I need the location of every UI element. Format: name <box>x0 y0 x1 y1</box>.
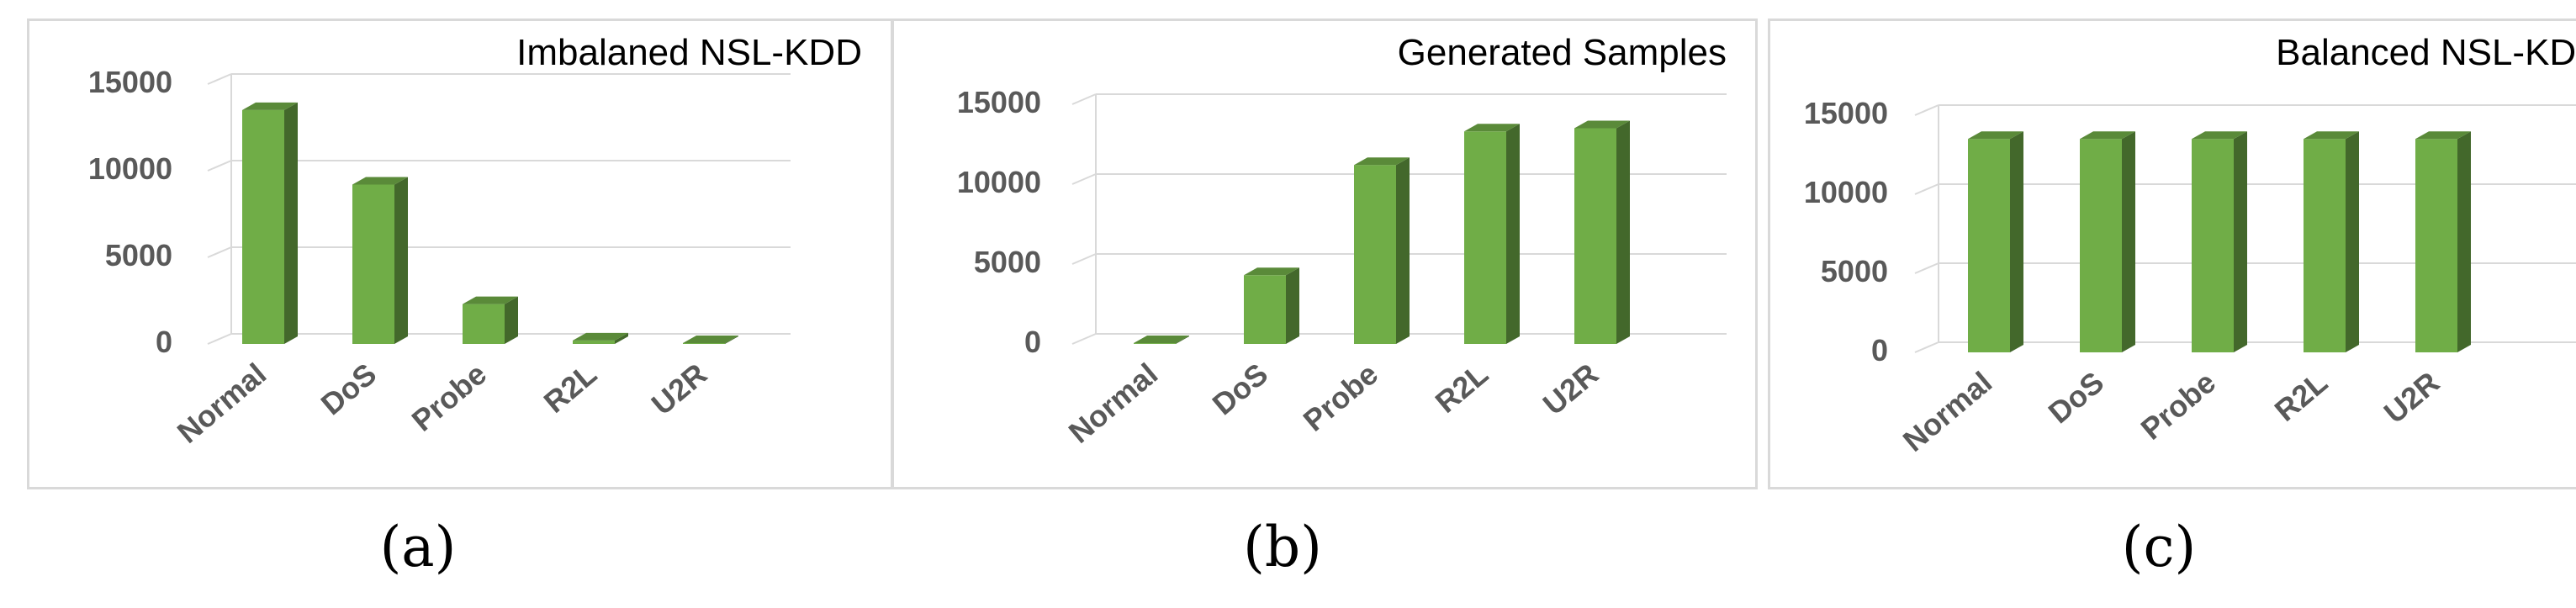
caption-b: (b) <box>1243 515 1322 579</box>
gridline <box>1914 104 2576 116</box>
x-tick-label: DoS <box>315 357 383 422</box>
bar-dos <box>2080 131 2135 352</box>
x-tick-label: R2L <box>1429 357 1494 420</box>
caption-a: (a) <box>379 515 457 579</box>
x-tick-label: R2L <box>2268 365 2334 428</box>
bar-probe <box>2192 131 2247 352</box>
x-tick-label: U2R <box>2378 365 2446 431</box>
gridline <box>1071 93 1727 105</box>
gridline <box>1914 262 2576 274</box>
gridline <box>1914 341 2576 353</box>
y-tick-label: 10000 <box>1804 175 1888 209</box>
bar-chart-c: 0 5000 10000 15000 Balanced NSL-KDD Normal DoS… <box>1804 32 2576 458</box>
bar-chart-b: 0 5000 10000 15000 Generated Samples Normal Do… <box>957 32 1727 450</box>
gridline <box>207 73 791 85</box>
x-tick-label: Normal <box>1062 357 1164 450</box>
x-tick-label: DoS <box>2042 365 2111 431</box>
x-tick-label: Probe <box>2134 365 2223 447</box>
chart-title: Generated Samples <box>1398 32 1727 73</box>
bar-probe <box>463 296 518 344</box>
y-tick-label: 0 <box>156 325 172 359</box>
bar-normal <box>1134 336 1189 344</box>
y-tick-label: 5000 <box>1821 254 1888 288</box>
y-tick-label: 10000 <box>957 165 1041 199</box>
y-tick-label: 0 <box>1024 325 1041 359</box>
y-tick-label: 10000 <box>88 151 172 186</box>
x-tick-label: DoS <box>1206 357 1275 422</box>
y-tick-label: 15000 <box>1804 96 1888 130</box>
bar-r2l <box>1464 124 1520 345</box>
x-tick-label: Probe <box>1297 357 1385 438</box>
x-tick-label: Normal <box>171 357 272 450</box>
x-tick-label: U2R <box>1537 357 1605 422</box>
gridline <box>1914 183 2576 195</box>
bar-probe <box>1354 157 1410 344</box>
chart-title: Balanced NSL-KDD <box>2276 32 2576 73</box>
chart-panel-b: 0 5000 10000 15000 Generated Samples Normal Do… <box>891 19 1758 489</box>
y-tick-label: 15000 <box>88 65 172 99</box>
x-tick-label: Probe <box>405 357 494 438</box>
caption-c: (c) <box>2121 515 2197 579</box>
gridline <box>207 160 791 172</box>
x-tick-label: Normal <box>1896 365 1998 458</box>
y-tick-label: 5000 <box>105 238 172 272</box>
bar-dos <box>352 177 408 344</box>
gridline <box>207 246 791 258</box>
bar-r2l <box>573 332 628 344</box>
bar-normal <box>242 102 298 345</box>
y-tick-label: 0 <box>1871 333 1888 367</box>
chart-panel-c: 0 5000 10000 15000 Balanced NSL-KDD Normal DoS… <box>1768 19 2576 489</box>
y-tick-label: 15000 <box>957 85 1041 119</box>
y-tick-label: 5000 <box>974 245 1041 279</box>
chart-title: Imbalaned NSL-KDD <box>516 32 862 73</box>
bar-chart-a: 0 5000 10000 15000 Imbalaned NSL-KDD Normal Do… <box>88 32 862 450</box>
x-tick-label: R2L <box>537 357 603 420</box>
bar-u2r <box>2415 131 2471 352</box>
bar-u2r <box>1574 120 1630 344</box>
bar-dos <box>1244 267 1299 344</box>
x-tick-label: U2R <box>645 357 714 422</box>
bar-normal <box>1968 131 2023 352</box>
chart-panel-a: 0 5000 10000 15000 Imbalaned NSL-KDD Normal Do… <box>27 19 893 489</box>
bar-u2r <box>683 335 738 344</box>
bar-r2l <box>2304 131 2359 352</box>
